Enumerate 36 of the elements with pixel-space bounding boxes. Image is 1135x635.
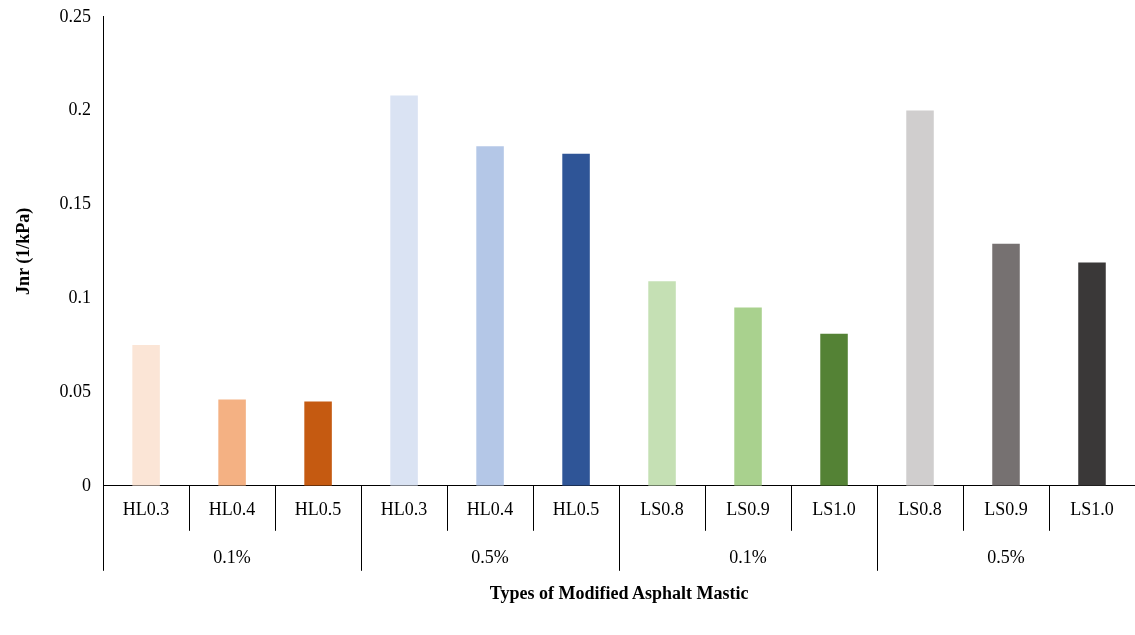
y-tick-label: 0.15	[59, 193, 92, 214]
x-tick-label: HL0.5	[552, 499, 600, 520]
bar	[132, 345, 160, 486]
bar	[734, 307, 762, 486]
x-axis-title: Types of Modified Asphalt Mastic	[489, 582, 749, 603]
x-tick-label: LS0.8	[640, 499, 684, 520]
x-tick-label: LS1.0	[812, 499, 856, 520]
bar	[218, 399, 246, 486]
x-tick-label: HL0.4	[466, 499, 514, 520]
text: 0.5%	[987, 546, 1025, 567]
bar	[304, 401, 332, 486]
bar	[992, 243, 1020, 486]
y-tick-label: 0.05	[59, 380, 92, 401]
y-tick-label: 0.2	[68, 99, 92, 120]
y-tick-label: 0.1	[68, 286, 92, 307]
text: 0.5%	[471, 546, 509, 567]
bar	[562, 153, 590, 486]
x-tick-label: HL0.3	[122, 499, 170, 520]
bar	[476, 146, 504, 486]
bar	[390, 95, 418, 486]
bar	[820, 333, 848, 486]
bar	[648, 281, 676, 486]
x-tick-label: HL0.3	[380, 499, 428, 520]
bar	[906, 110, 934, 486]
text: 0.1%	[729, 546, 767, 567]
x-tick-label: HL0.5	[294, 499, 342, 520]
x-tick-label: HL0.4	[208, 499, 256, 520]
y-tick-label: 0.25	[59, 5, 92, 26]
x-tick-label: LS0.9	[726, 499, 770, 520]
y-axis-title: Jnr (1/kPa)	[13, 207, 35, 295]
text: 0.1%	[213, 546, 251, 567]
x-tick-label: LS0.8	[898, 499, 942, 520]
x-tick-label: LS1.0	[1070, 499, 1114, 520]
y-tick-label: 0	[82, 474, 92, 495]
bar	[1078, 262, 1106, 486]
x-tick-label: LS0.9	[984, 499, 1028, 520]
